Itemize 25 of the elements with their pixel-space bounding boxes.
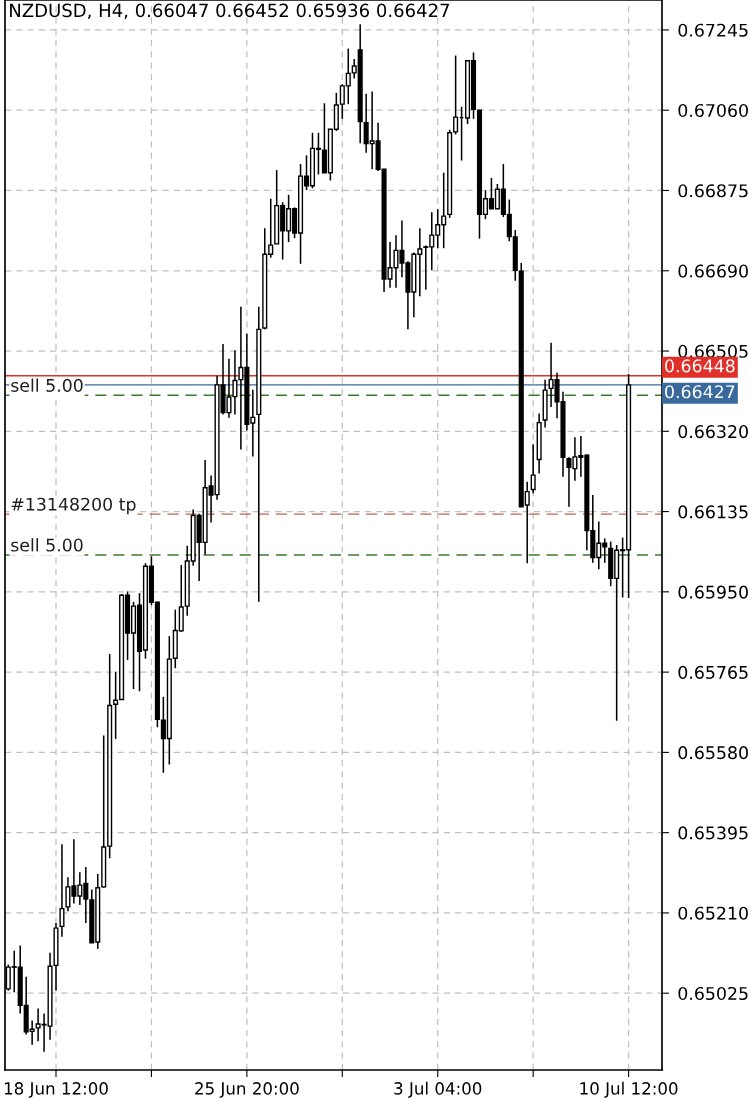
ref-line-label: #13148200 tp (11, 497, 136, 515)
x-tick-label: 18 Jun 12:00 (4, 1082, 108, 1098)
ref-line-label: 0.66427 (665, 385, 735, 399)
y-tick-label: 0.67060 (678, 103, 748, 118)
y-tick-label: 0.65025 (678, 986, 748, 1001)
y-tick-label: 0.65210 (678, 906, 748, 920)
candlestick (113, 670, 119, 740)
chart-title: NZDUSD, H4, 0.66047 0.66452 0.65936 0.66427 (10, 3, 449, 20)
x-tick-label: 25 Jun 20:00 (195, 1082, 299, 1098)
ref-line-label: 0.66448 (665, 359, 735, 373)
y-tick-label: 0.66135 (678, 505, 748, 519)
x-tick-label: 10 Jul 12:00 (580, 1081, 678, 1098)
y-tick-label: 0.66320 (678, 425, 748, 439)
y-tick-label: 0.67245 (678, 23, 748, 37)
y-tick-label: 0.65580 (678, 746, 748, 760)
ref-line-label: sell 5.00 (11, 538, 83, 552)
y-tick-label: 0.65395 (678, 826, 748, 840)
y-tick-label: 0.66690 (678, 264, 748, 278)
candlestick (530, 443, 536, 495)
candlestick (59, 843, 65, 938)
x-tick-label: 3 Jul 04:00 (394, 1081, 482, 1098)
y-tick-label: 0.65950 (678, 585, 748, 599)
y-tick-label: 0.65765 (678, 665, 748, 679)
ref-line-label: sell 5.00 (11, 378, 83, 392)
y-tick-label: 0.66875 (678, 184, 748, 198)
